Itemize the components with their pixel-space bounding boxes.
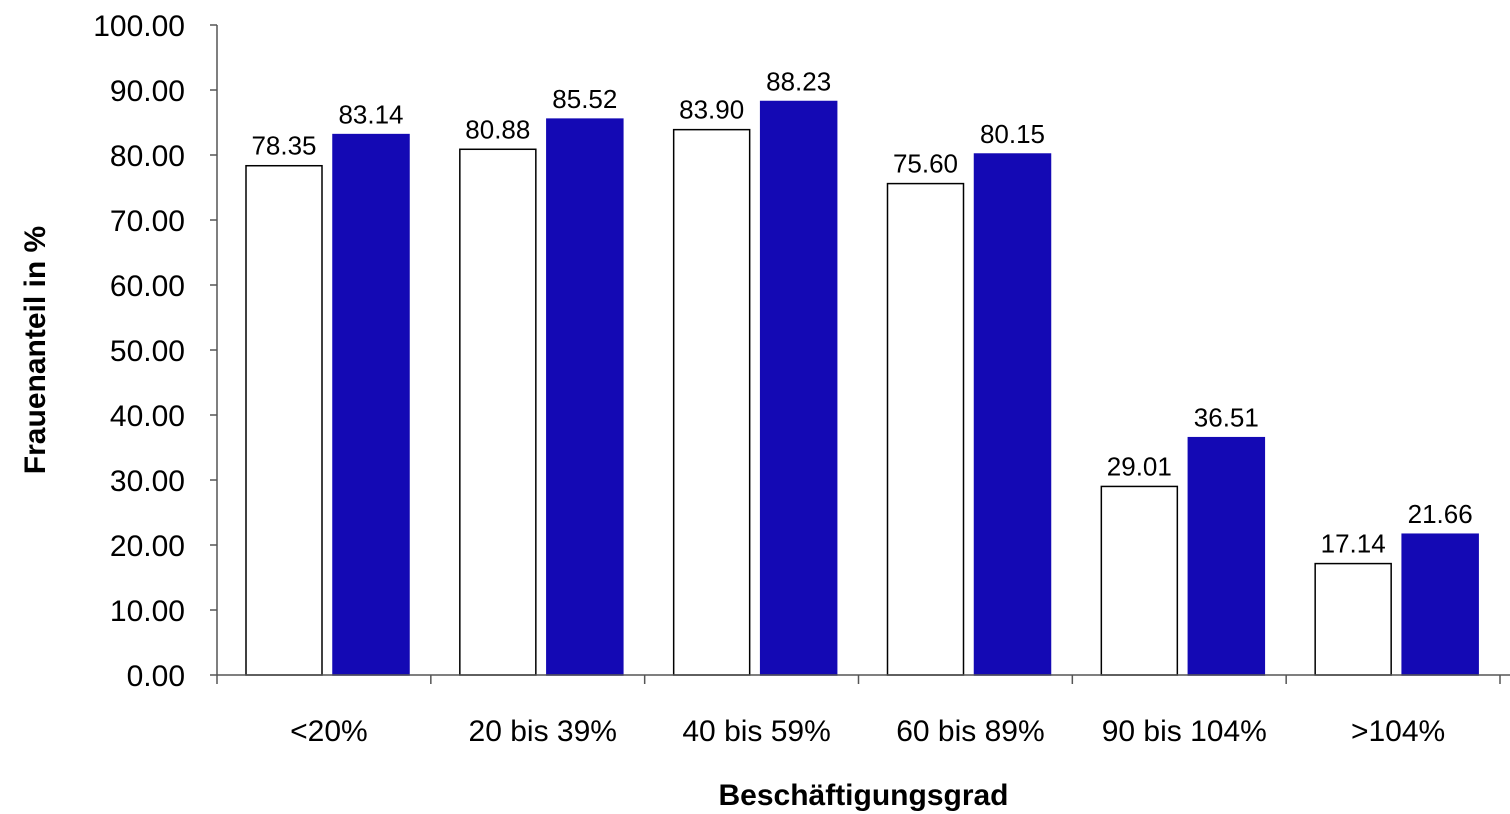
y-tick-label: 40.00 [110,400,185,433]
x-tick-label: 90 bis 104% [1102,715,1267,748]
data-label: 83.14 [338,100,403,130]
data-label: 17.14 [1321,529,1386,559]
data-label: 36.51 [1194,403,1259,433]
data-label: 21.66 [1408,499,1473,529]
y-tick-label: 80.00 [110,140,185,173]
bar [973,153,1052,676]
y-axis-title: Frauenanteil in % [19,226,52,474]
x-tick-label: 40 bis 59% [682,715,830,748]
data-label: 80.88 [465,114,530,144]
bar [1100,485,1179,676]
x-tick-label: >104% [1351,715,1445,748]
y-tick-label: 60.00 [110,270,185,303]
x-tick-label: <20% [290,715,368,748]
data-label: 80.15 [980,119,1045,149]
data-label: 85.52 [552,84,617,114]
y-tick-label: 10.00 [110,595,185,628]
bar [245,164,323,676]
y-tick-label: 30.00 [110,465,185,498]
bar [546,118,624,676]
bars [245,100,1479,676]
bar [459,148,537,676]
y-tick-label: 70.00 [110,205,185,238]
y-tick-label: 50.00 [110,335,185,368]
y-axis-ticks: 0.00 10.00 20.00 30.00 40.00 50.00 60.00 70.00 8… [93,10,217,693]
y-tick-label: 90.00 [110,75,185,108]
x-tick-label: 20 bis 39% [469,715,617,748]
y-tick-label: 20.00 [110,530,185,563]
data-labels: 78.35 83.14 80.88 85.52 83.90 88.23 75.60 80.15… [251,67,1472,559]
bar [1314,562,1392,676]
bar [332,133,410,676]
x-axis-title: Beschäftigungsgrad [718,779,1008,812]
y-tick-label: 100.00 [93,10,185,43]
x-axis-ticks: <20% 20 bis 39% 40 bis 59% 60 bis 89% 90 bis… [216,675,1501,748]
bar [886,182,965,676]
y-tick-label: 0.00 [127,660,185,693]
data-label: 78.35 [251,131,316,161]
data-label: 83.90 [679,95,744,125]
data-label: 29.01 [1107,451,1172,481]
bar [1187,436,1266,676]
bar [759,100,838,676]
bar [672,128,751,676]
x-tick-label: 60 bis 89% [896,715,1044,748]
bar [1401,533,1479,676]
data-label: 88.23 [766,67,831,97]
data-label: 75.60 [893,149,958,179]
